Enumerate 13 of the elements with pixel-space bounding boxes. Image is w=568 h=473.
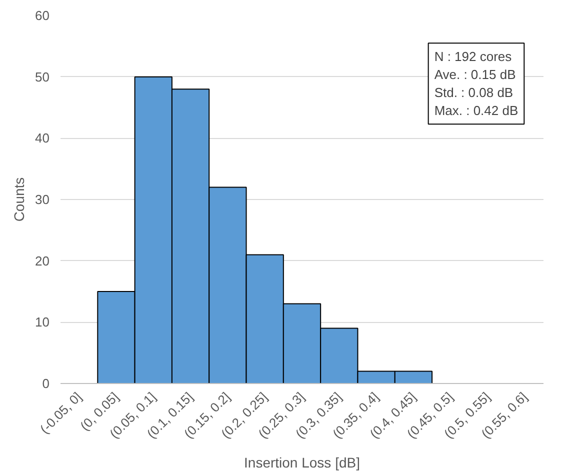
y-tick-label: 40	[35, 130, 50, 146]
y-tick-label: 0	[42, 376, 50, 391]
annotation: Max. : 0.42 dB	[434, 103, 518, 118]
y-tick-label: 30	[35, 192, 50, 207]
annotation: N : 192 cores	[434, 49, 512, 64]
annotation: Std. : 0.08 dB	[434, 85, 514, 100]
x-axis-title: Insertion Loss [dB]	[244, 454, 360, 470]
y-tick-label: 10	[35, 314, 50, 330]
y-tick-label: 20	[35, 253, 50, 268]
y-axis-title: Counts	[11, 177, 28, 222]
y-tick-label: 60	[35, 8, 50, 23]
annotation: Ave. : 0.15 dB	[434, 67, 516, 82]
y-tick-label: 50	[35, 69, 50, 84]
